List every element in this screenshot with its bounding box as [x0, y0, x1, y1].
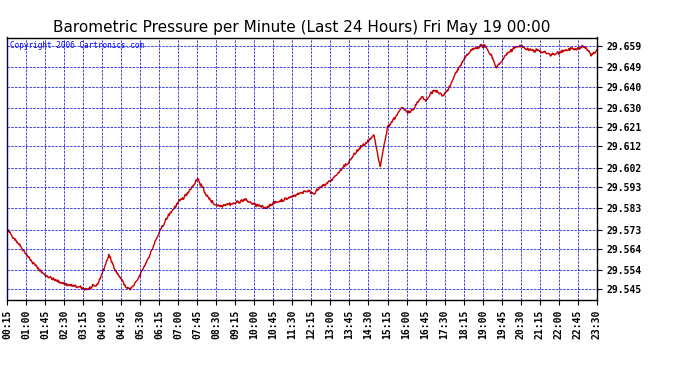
Text: Copyright 2006 Cartronics.com: Copyright 2006 Cartronics.com	[10, 42, 144, 51]
Title: Barometric Pressure per Minute (Last 24 Hours) Fri May 19 00:00: Barometric Pressure per Minute (Last 24 …	[53, 20, 551, 35]
